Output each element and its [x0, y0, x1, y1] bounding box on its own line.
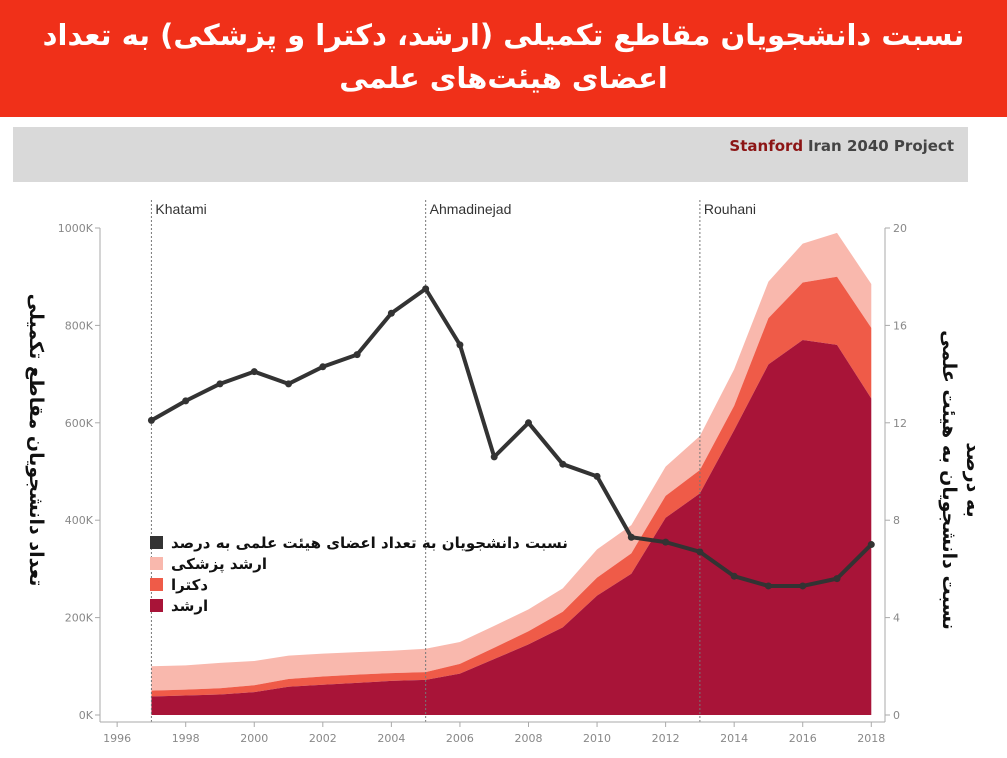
x-tick-label: 2018 [857, 732, 885, 745]
ratio-point [387, 309, 395, 317]
y-axis-right-title-group: نسبت دانشجویان به هیئت علمی به درصد [938, 330, 984, 630]
ratio-point [490, 453, 498, 461]
y-right-tick-label: 12 [893, 417, 907, 430]
legend-label: نسبت دانشجویان به تعداد اعضای هیئت علمی … [171, 533, 568, 552]
y-right-tick-label: 20 [893, 222, 907, 235]
ratio-point [559, 460, 567, 468]
legend-swatch [150, 557, 163, 570]
chart-title: نسبت دانشجویان مقاطع تکمیلی (ارشد، دکترا… [42, 18, 965, 95]
ratio-point [353, 351, 361, 359]
y-left-tick-label: 0K [79, 709, 94, 722]
ratio-point [730, 572, 738, 580]
y-axis-left: 0K 200K 400K 600K 800K 1000K [58, 222, 101, 722]
x-tick-label: 2014 [720, 732, 748, 745]
ratio-point [662, 538, 670, 546]
legend: نسبت دانشجویان به تعداد اعضای هیئت علمی … [150, 532, 568, 616]
ratio-point [867, 541, 875, 549]
x-tick-label: 2002 [309, 732, 337, 745]
ratio-point [799, 582, 807, 590]
y-left-tick-label: 400K [65, 514, 94, 527]
legend-swatch [150, 578, 163, 591]
y-right-tick-label: 0 [893, 709, 900, 722]
ratio-point [216, 380, 224, 388]
ratio-point [524, 419, 532, 427]
ratio-point [764, 582, 772, 590]
x-tick-label: 1998 [172, 732, 200, 745]
legend-item: نسبت دانشجویان به تعداد اعضای هیئت علمی … [150, 532, 568, 553]
x-axis: 1996 1998 2000 2002 2004 2006 2008 2010 2012 2014… [100, 721, 885, 745]
legend-item: ارشد [150, 595, 568, 616]
legend-swatch [150, 536, 163, 549]
legend-label: دکترا [171, 575, 209, 594]
legend-label: ارشد [171, 596, 209, 615]
credit-bar: Stanford Iran 2040 Project [13, 127, 968, 182]
event-label: Rouhani [704, 201, 756, 217]
y-left-tick-label: 1000K [58, 222, 94, 235]
legend-item: دکترا [150, 574, 568, 595]
ratio-point [319, 363, 327, 371]
event-label: Ahmadinejad [430, 201, 512, 217]
ratio-point [593, 472, 601, 480]
credit-text: Stanford Iran 2040 Project [729, 137, 954, 155]
legend-swatch [150, 599, 163, 612]
legend-item: ارشد پزشکی [150, 553, 568, 574]
x-tick-label: 2006 [446, 732, 474, 745]
title-banner: نسبت دانشجویان مقاطع تکمیلی (ارشد، دکترا… [0, 0, 1007, 117]
x-tick-label: 2012 [652, 732, 680, 745]
area-series-3 [151, 232, 872, 691]
ratio-point [250, 368, 258, 376]
ratio-line-layer [147, 285, 875, 590]
ratio-point [627, 533, 635, 541]
area-layers [151, 232, 872, 715]
ratio-line [150, 286, 873, 588]
x-tick-label: 1996 [103, 732, 131, 745]
x-tick-label: 2008 [514, 732, 542, 745]
ratio-point [456, 341, 464, 349]
credit-brand-stanford: Stanford [729, 137, 804, 155]
y-right-tick-label: 16 [893, 319, 907, 332]
y-axis-right-title-line2: به درصد [962, 442, 984, 517]
area-series-2 [151, 276, 872, 697]
ratio-point [422, 285, 430, 293]
y-left-tick-label: 200K [65, 612, 94, 625]
x-tick-label: 2000 [240, 732, 268, 745]
ratio-point [696, 548, 704, 556]
y-left-tick-label: 800K [65, 319, 94, 332]
legend-label: ارشد پزشکی [171, 554, 268, 573]
credit-brand-project: Iran 2040 Project [807, 137, 954, 155]
x-tick-label: 2016 [789, 732, 817, 745]
y-right-tick-label: 4 [893, 612, 900, 625]
y-axis-right-title-line1: نسبت دانشجویان به هیئت علمی [938, 330, 960, 630]
x-tick-label: 2004 [377, 732, 405, 745]
event-markers: Khatami Ahmadinejad Rouhani [150, 200, 756, 722]
ratio-point [147, 416, 155, 424]
y-axis-right: 0 4 8 12 16 20 [884, 222, 907, 722]
ratio-point [833, 575, 841, 583]
y-axis-left-title: تعداد دانشجویان مقاطع تکمیلی [25, 294, 47, 587]
y-left-tick-label: 600K [65, 417, 94, 430]
y-right-tick-label: 8 [893, 514, 900, 527]
ratio-point [182, 397, 190, 405]
x-tick-label: 2010 [583, 732, 611, 745]
event-label: Khatami [155, 201, 206, 217]
area-series-1 [151, 340, 872, 715]
ratio-point [285, 380, 293, 388]
